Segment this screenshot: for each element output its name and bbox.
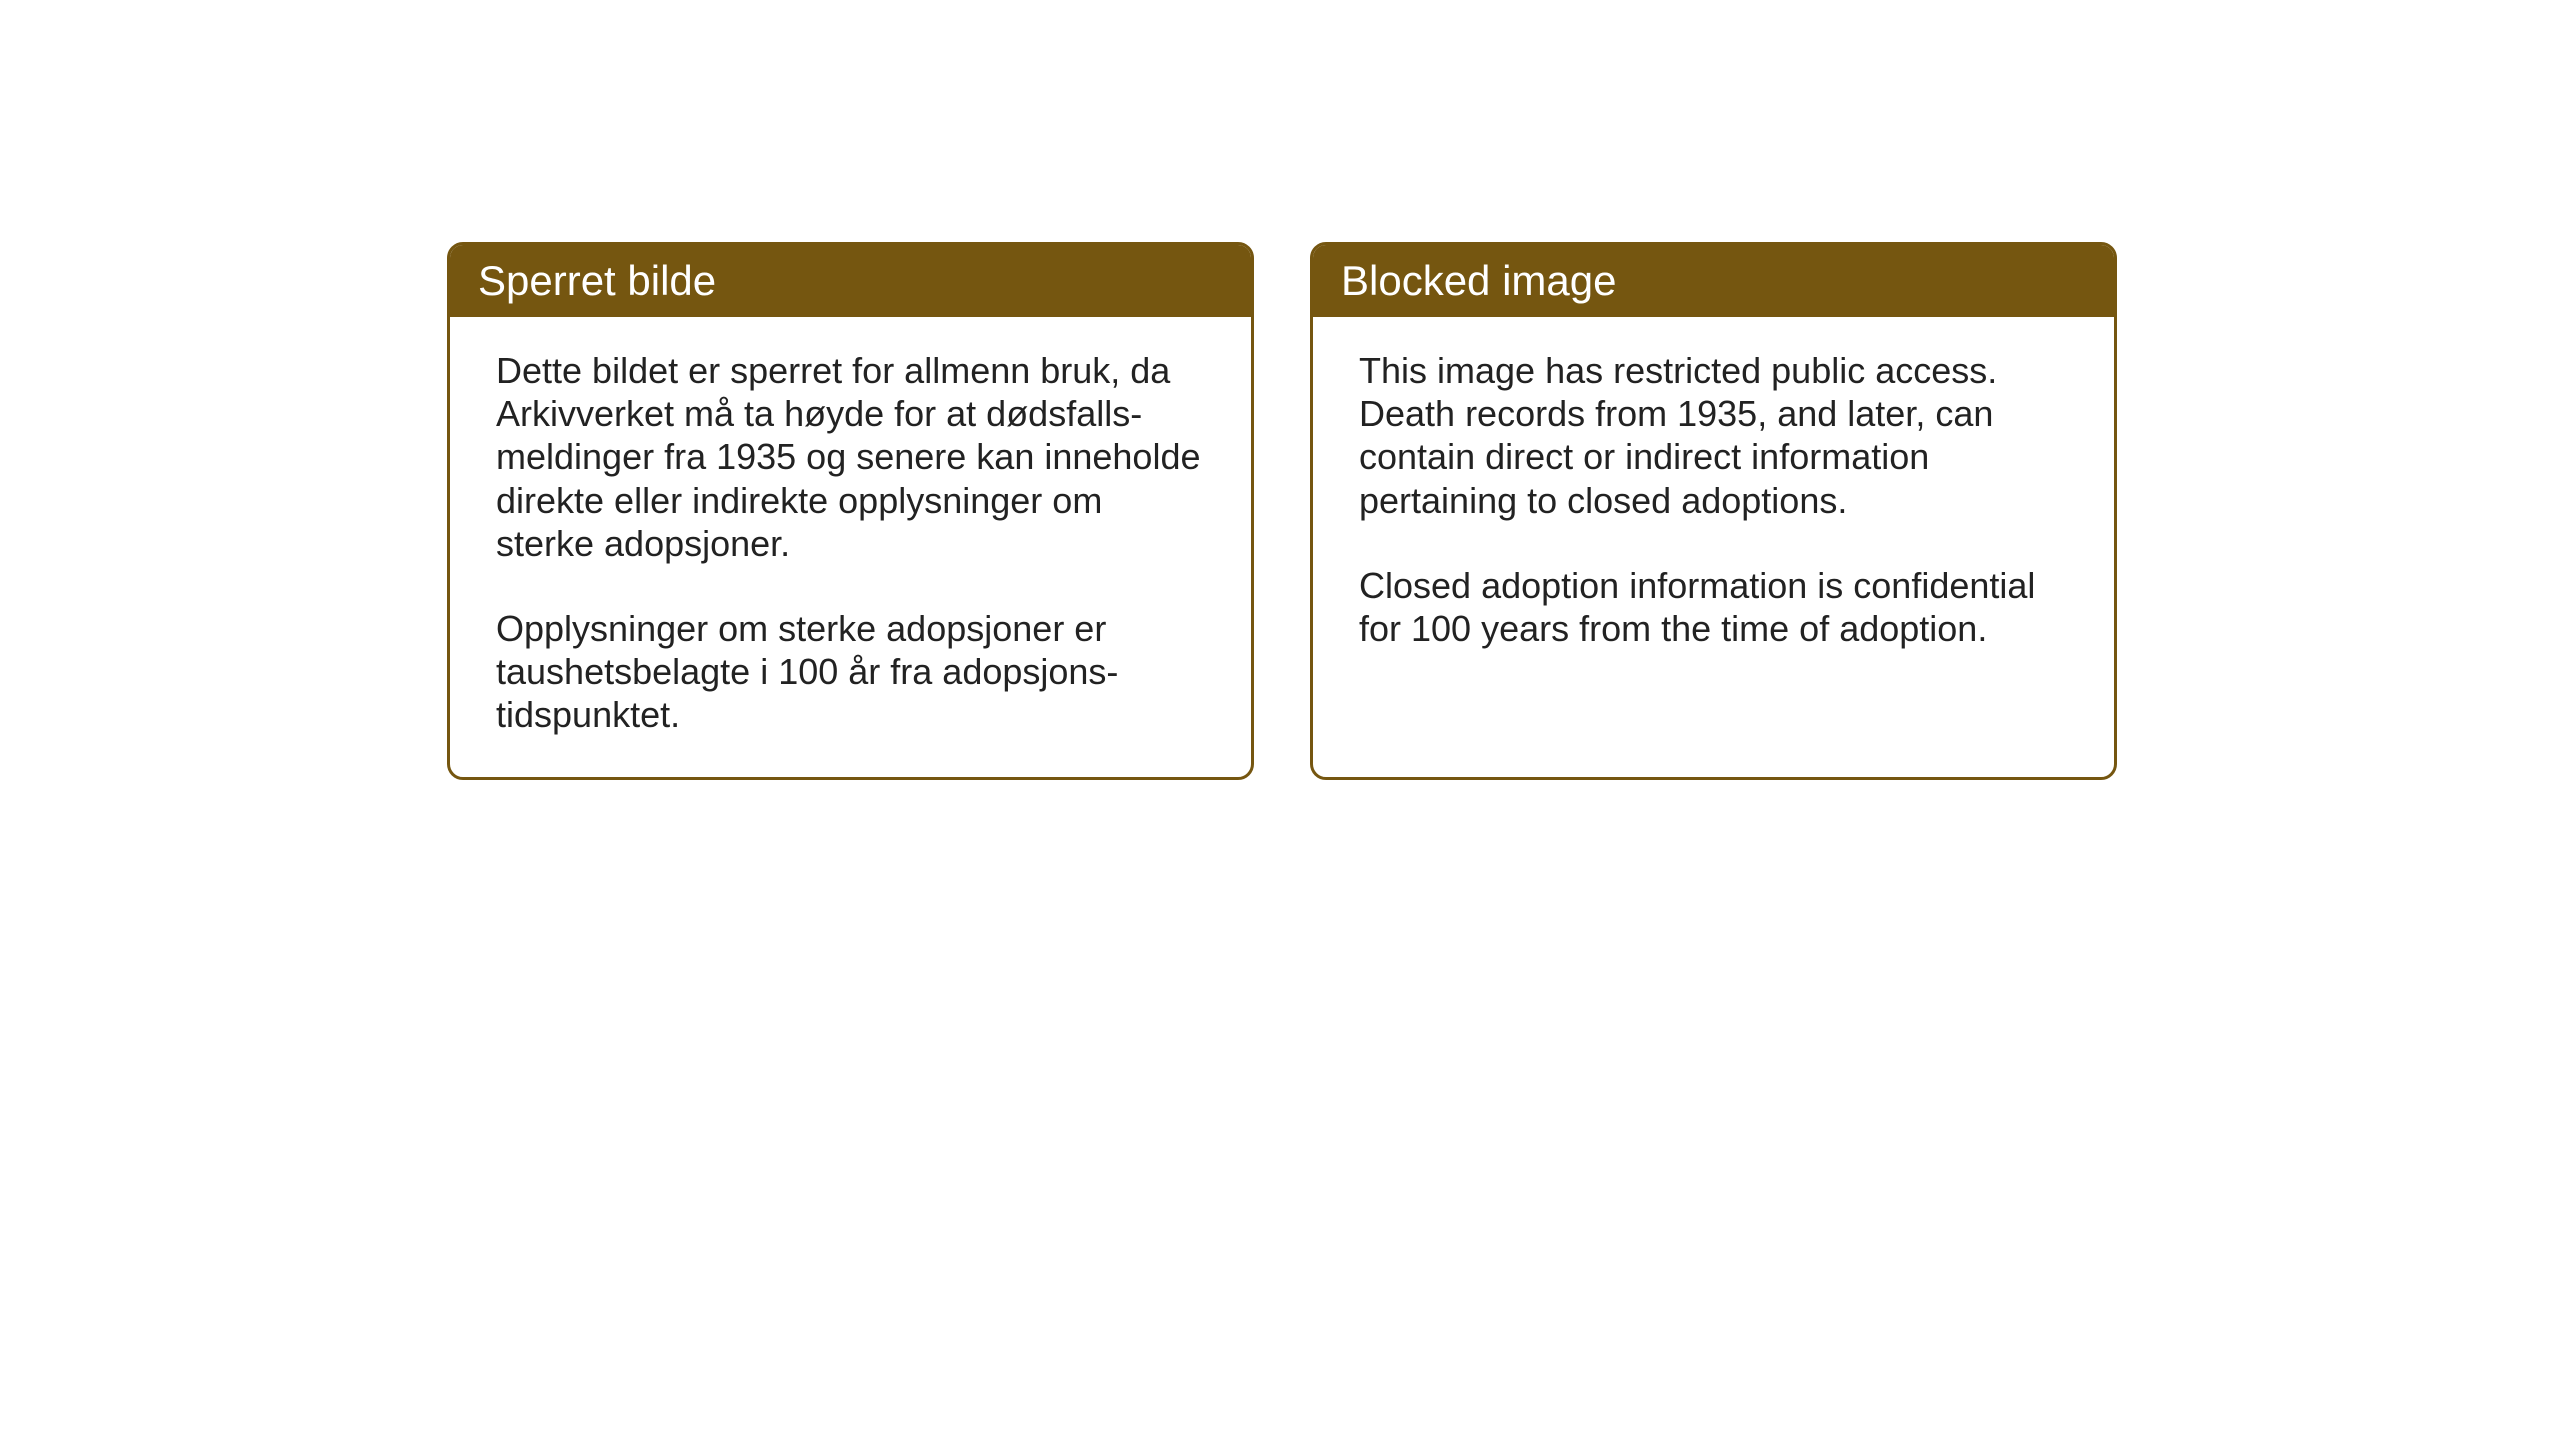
norwegian-paragraph-1: Dette bildet er sperret for allmenn bruk… <box>496 349 1205 565</box>
english-notice-title: Blocked image <box>1313 245 2114 317</box>
norwegian-paragraph-2: Opplysninger om sterke adopsjoner er tau… <box>496 607 1205 737</box>
english-paragraph-1: This image has restricted public access.… <box>1359 349 2068 522</box>
norwegian-notice-title: Sperret bilde <box>450 245 1251 317</box>
norwegian-notice-body: Dette bildet er sperret for allmenn bruk… <box>450 317 1251 777</box>
english-notice-box: Blocked image This image has restricted … <box>1310 242 2117 780</box>
norwegian-notice-box: Sperret bilde Dette bildet er sperret fo… <box>447 242 1254 780</box>
english-paragraph-2: Closed adoption information is confident… <box>1359 564 2068 650</box>
english-notice-body: This image has restricted public access.… <box>1313 317 2114 690</box>
notice-container: Sperret bilde Dette bildet er sperret fo… <box>447 242 2117 780</box>
